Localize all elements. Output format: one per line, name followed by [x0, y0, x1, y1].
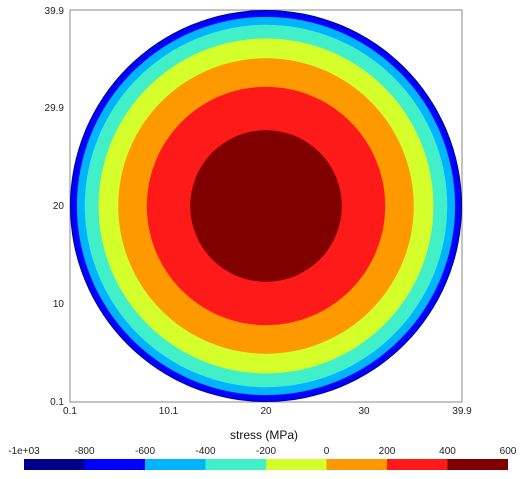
colorbar-segment-3	[205, 459, 266, 470]
colorbar-tick-8: 600	[500, 446, 517, 457]
x-axis-ticks: 0.1 10.1 20 30 39.9	[63, 406, 472, 417]
colorbar-segment-2	[145, 459, 206, 470]
colorbar-tick-0: -1e+03	[8, 446, 40, 457]
colorbar-segment-1	[84, 459, 145, 470]
x-tick-2: 20	[260, 406, 272, 417]
y-tick-0: 0.1	[50, 397, 64, 408]
colorbar-tick-7: 400	[439, 446, 456, 457]
colorbar	[24, 459, 508, 470]
colorbar-segment-0	[24, 459, 85, 470]
colorbar-segment-6	[387, 459, 448, 470]
contour-band-group	[70, 10, 462, 402]
x-axis-title: stress (MPa)	[230, 428, 298, 442]
x-tick-0: 0.1	[63, 406, 77, 417]
colorbar-tick-5: 0	[324, 446, 330, 457]
y-tick-4: 39.9	[45, 6, 65, 17]
colorbar-tick-1: -800	[74, 446, 94, 457]
y-tick-1: 10	[53, 299, 65, 310]
x-tick-1: 10.1	[159, 406, 179, 417]
colorbar-tick-2: -600	[135, 446, 155, 457]
colorbar-segment-5	[326, 459, 387, 470]
colorbar-tick-4: -200	[256, 446, 276, 457]
y-tick-3: 29.9	[45, 103, 65, 114]
colorbar-tick-labels: -1e+03 -800 -600 -400 -200 0 200 400 600	[8, 446, 516, 457]
colorbar-tick-6: 200	[379, 446, 396, 457]
y-tick-2: 20	[53, 201, 65, 212]
colorbar-segment-7	[447, 459, 508, 470]
contour-band-400-to-600	[190, 130, 342, 282]
y-axis-ticks: 0.1 10 20 29.9 39.9	[45, 6, 65, 408]
x-tick-3: 30	[358, 406, 370, 417]
colorbar-tick-3: -400	[195, 446, 215, 457]
colorbar-segment-4	[266, 459, 327, 470]
x-tick-4: 39.9	[452, 406, 472, 417]
